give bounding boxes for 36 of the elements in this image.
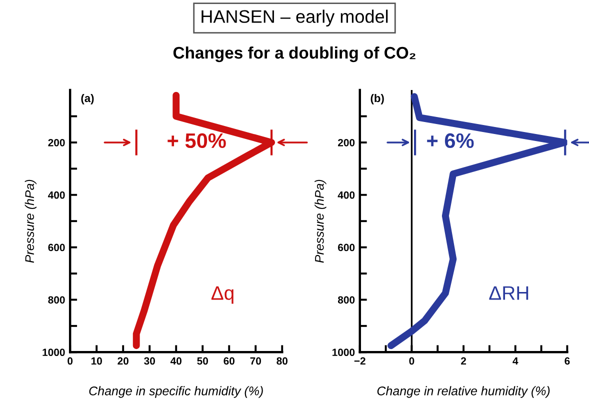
y-tick-label: 800: [48, 296, 65, 304]
annotation: (a): [81, 94, 94, 104]
x-tick-label: 4: [512, 357, 518, 365]
x-tick-label: 10: [91, 357, 102, 365]
y-tick-label: 400: [48, 191, 65, 199]
x-axis-title: Change in specific humidity (%): [89, 386, 263, 398]
x-axis-title: Change in relative humidity (%): [377, 386, 550, 398]
y-axis-title: Pressure (hPa): [314, 180, 326, 263]
y-tick-label: 1000: [332, 348, 355, 356]
x-tick-label: 80: [276, 357, 288, 365]
x-tick-label: −2: [354, 357, 366, 365]
x-tick-label: 30: [144, 357, 155, 365]
y-tick-label: 600: [338, 244, 355, 252]
y-tick-label: 200: [48, 138, 65, 146]
x-tick-label: 6: [564, 357, 570, 365]
x-tick-label: 70: [250, 357, 261, 365]
chart-title: HANSEN – early model: [202, 10, 388, 27]
y-tick-label: 800: [338, 296, 355, 304]
x-tick-label: 2: [461, 357, 466, 365]
x-tick-label: 40: [170, 357, 182, 365]
annotation: + 6%: [427, 133, 474, 148]
x-tick-label: 50: [197, 357, 208, 365]
y-tick-label: 1000: [42, 348, 65, 356]
annotation: (b): [370, 94, 384, 104]
y-tick-label: 600: [48, 244, 65, 252]
x-tick-label: 20: [118, 357, 128, 365]
text: ΔRH: [489, 286, 528, 300]
x-tick-label: 60: [224, 357, 234, 365]
x-tick-label: 0: [68, 357, 73, 365]
annotation: + 50%: [168, 133, 226, 148]
text: Δq: [211, 286, 234, 304]
y-tick-label: 400: [338, 191, 355, 199]
chart-subtitle: Changes for a doubling of CO₂: [173, 46, 416, 62]
y-axis-title: Pressure (hPa): [24, 180, 36, 263]
y-tick-label: 200: [338, 138, 355, 146]
x-tick-label: 0: [409, 357, 414, 365]
